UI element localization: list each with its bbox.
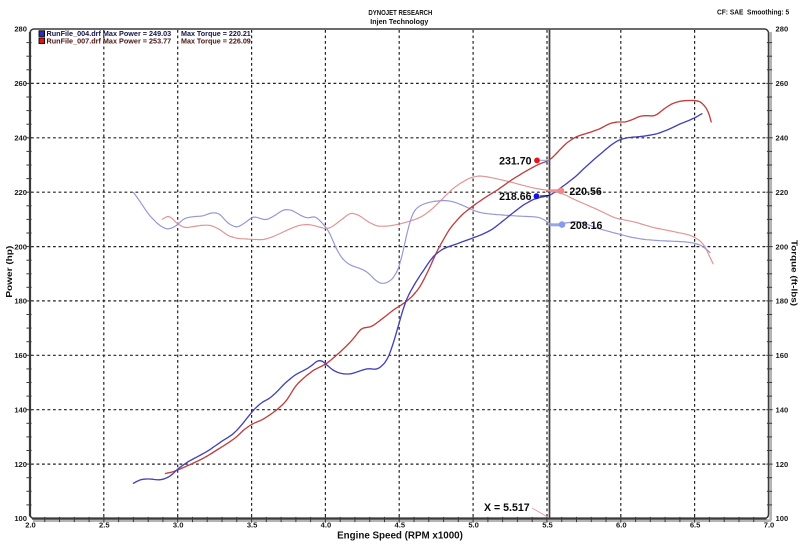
svg-text:140: 140 (776, 405, 789, 414)
svg-text:2.5: 2.5 (99, 520, 110, 529)
svg-text:208.16: 208.16 (570, 220, 603, 232)
svg-text:180: 180 (14, 297, 27, 306)
svg-text:Engine Speed (RPM x1000): Engine Speed (RPM x1000) (337, 531, 463, 542)
svg-text:200: 200 (14, 242, 27, 251)
svg-text:RunFile_004.drf Max Power = 24: RunFile_004.drf Max Power = 249.03 (47, 31, 172, 38)
svg-text:4.5: 4.5 (395, 520, 406, 529)
svg-text:220: 220 (14, 188, 27, 197)
svg-text:120: 120 (14, 460, 27, 469)
svg-text:240: 240 (14, 134, 27, 143)
svg-text:5.0: 5.0 (468, 520, 479, 529)
svg-text:6.5: 6.5 (690, 520, 701, 529)
svg-text:6.0: 6.0 (616, 520, 627, 529)
svg-text:X = 5.517: X = 5.517 (484, 502, 530, 514)
svg-text:CF: SAE Smoothing: 5: CF: SAE Smoothing: 5 (717, 9, 789, 16)
svg-text:280: 280 (14, 25, 27, 34)
svg-text:2.0: 2.0 (25, 520, 36, 529)
svg-text:220: 220 (776, 188, 789, 197)
svg-text:180: 180 (776, 297, 789, 306)
svg-text:3.0: 3.0 (173, 520, 184, 529)
svg-text:280: 280 (776, 25, 789, 34)
svg-text:RunFile_007.drf Max Power = 25: RunFile_007.drf Max Power = 253.77 (47, 38, 172, 45)
svg-text:3.5: 3.5 (247, 520, 258, 529)
svg-text:Max Torque = 226.09: Max Torque = 226.09 (181, 38, 251, 45)
svg-text:160: 160 (14, 351, 27, 360)
svg-text:Torque (ft-lbs): Torque (ft-lbs) (789, 240, 799, 306)
svg-text:220.56: 220.56 (569, 186, 602, 198)
svg-text:240: 240 (776, 134, 789, 143)
svg-text:100: 100 (776, 514, 789, 523)
svg-text:140: 140 (14, 405, 27, 414)
svg-text:160: 160 (776, 351, 789, 360)
svg-text:4.0: 4.0 (321, 520, 332, 529)
svg-text:Max Torque = 220.21: Max Torque = 220.21 (181, 31, 251, 38)
svg-text:260: 260 (14, 79, 27, 88)
svg-text:7.0: 7.0 (764, 520, 775, 529)
svg-text:Power (hp): Power (hp) (4, 246, 14, 298)
svg-text:100: 100 (14, 514, 27, 523)
svg-text:218.66: 218.66 (499, 191, 532, 203)
svg-text:120: 120 (776, 460, 789, 469)
svg-text:Injen Technology: Injen Technology (370, 17, 428, 26)
svg-text:DYNOJET RESEARCH: DYNOJET RESEARCH (368, 10, 432, 17)
svg-text:200: 200 (776, 242, 789, 251)
svg-text:231.70: 231.70 (499, 155, 532, 167)
svg-text:5.5: 5.5 (542, 520, 553, 529)
svg-text:260: 260 (776, 79, 789, 88)
